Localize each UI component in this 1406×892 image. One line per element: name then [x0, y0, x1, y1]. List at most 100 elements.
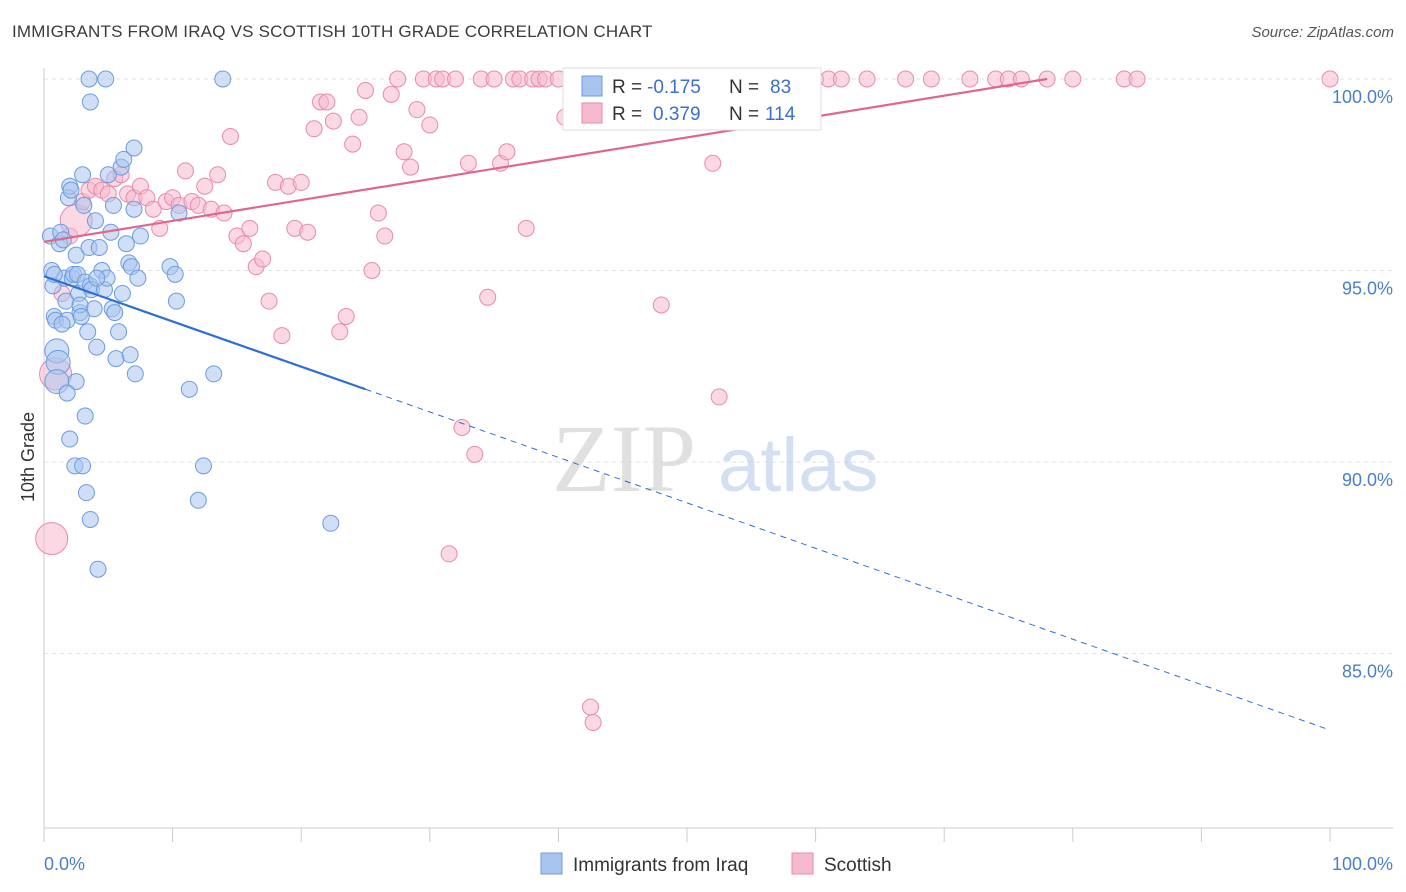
point-scottish [517, 219, 535, 237]
point-scottish [582, 698, 600, 716]
legend-iraq-n-value: 83 [770, 77, 791, 98]
legend-iraq-n-label: N = [729, 77, 759, 98]
point-iraq [86, 212, 104, 230]
point-scottish [584, 713, 602, 731]
point-scottish [466, 445, 484, 463]
point-iraq [67, 373, 85, 391]
point-iraq [74, 166, 92, 184]
axes [43, 68, 1393, 842]
bottom-legend-swatch-scottish [791, 852, 814, 875]
trend-lines [43, 77, 1331, 731]
point-iraq [129, 269, 147, 287]
bottom-legend: Immigrants from Iraq Scottish [540, 852, 892, 876]
point-iraq [322, 514, 340, 532]
y-tick-labels: 85.0% 90.0% 95.0% 100.0% [1332, 87, 1393, 682]
point-iraq [110, 323, 128, 341]
point-iraq [61, 430, 79, 448]
point-scottish [292, 173, 310, 191]
point-scottish [922, 70, 940, 88]
point-iraq [88, 338, 106, 356]
point-scottish [144, 200, 162, 218]
legend-iraq-r-value: -0.175 [647, 77, 701, 98]
watermark-atlas: atlas [718, 423, 879, 508]
point-iraq [88, 269, 106, 287]
trend-line-iraq-extension [365, 388, 1331, 731]
point-iraq [121, 346, 139, 364]
point-scottish [479, 288, 497, 306]
y-tick-label: 95.0% [1342, 279, 1393, 299]
point-iraq [189, 491, 207, 509]
bottom-legend-scot-label: Scottish [824, 855, 892, 876]
point-iraq [205, 365, 223, 383]
point-iraq [62, 181, 80, 199]
point-scottish [440, 545, 458, 563]
point-iraq [107, 350, 125, 368]
point-iraq [81, 510, 99, 528]
point-iraq [104, 196, 122, 214]
point-scottish [35, 522, 69, 556]
point-scottish [408, 101, 426, 119]
point-iraq [81, 93, 99, 111]
point-iraq [58, 384, 76, 402]
point-scottish [234, 235, 252, 253]
point-iraq [79, 323, 97, 341]
legend-swatch-scottish [581, 102, 603, 124]
chart-title: IMMIGRANTS FROM IRAQ VS SCOTTISH 10TH GR… [12, 22, 653, 41]
point-scottish [858, 70, 876, 88]
point-iraq [53, 315, 71, 333]
legend-scot-r-label: R = [612, 104, 642, 125]
y-tick-label: 85.0% [1342, 662, 1393, 682]
point-iraq [106, 304, 124, 322]
point-iraq [75, 196, 93, 214]
legend-scot-n-label: N = [729, 104, 759, 125]
bottom-legend-iraq-label: Immigrants from Iraq [573, 855, 748, 876]
point-scottish [357, 81, 374, 99]
point-scottish [344, 135, 362, 153]
point-scottish [196, 177, 214, 195]
point-scottish [337, 307, 355, 325]
point-iraq [80, 70, 98, 88]
y-tick-label: 100.0% [1332, 87, 1393, 107]
legend-scot-r-value: 0.379 [653, 104, 701, 125]
point-iraq [99, 166, 117, 184]
point-iraq [90, 239, 108, 257]
point-scottish [652, 296, 670, 314]
legend: R = -0.175 N = 83 R = 0.379 N = 114 [562, 67, 822, 131]
point-scottish [459, 154, 477, 172]
point-scottish [318, 93, 336, 111]
point-scottish [369, 204, 387, 222]
point-iraq [113, 284, 131, 302]
point-scottish [421, 116, 439, 134]
point-scottish [897, 70, 915, 88]
point-scottish [254, 250, 272, 268]
y-tick-label: 90.0% [1342, 470, 1393, 490]
point-iraq [131, 227, 149, 245]
point-scottish [1321, 70, 1339, 88]
point-scottish [305, 120, 323, 138]
trend-line-scottish [43, 77, 1048, 243]
point-scottish [350, 108, 368, 126]
point-scottish [376, 227, 394, 245]
x-axis-ticks [43, 828, 1331, 842]
point-scottish [324, 112, 342, 130]
point-scottish [402, 158, 420, 176]
point-iraq [76, 407, 94, 425]
point-scottish [389, 70, 407, 88]
point-iraq [194, 457, 212, 475]
legend-box [562, 67, 822, 131]
point-scottish [485, 70, 503, 88]
point-scottish [273, 327, 291, 345]
point-scottish [704, 154, 722, 172]
x-tick-label-min: 0.0% [44, 854, 85, 874]
point-iraq [77, 484, 95, 502]
point-scottish [498, 143, 516, 161]
legend-iraq-r-label: R = [612, 77, 642, 98]
point-scottish [1128, 70, 1146, 88]
point-iraq [170, 204, 188, 222]
point-scottish [710, 388, 728, 406]
point-scottish [363, 262, 381, 279]
point-scottish [1064, 70, 1082, 88]
point-iraq [214, 70, 232, 88]
point-scottish [382, 85, 400, 103]
